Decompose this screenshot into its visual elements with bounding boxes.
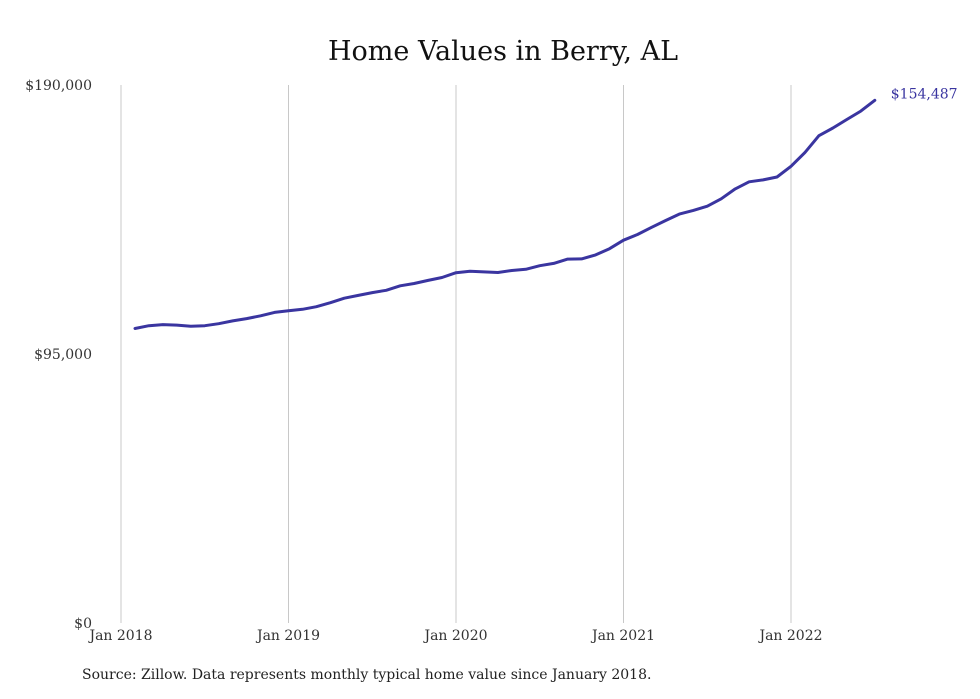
chart-title: Home Values in Berry, AL: [328, 36, 678, 67]
series-group: $154,487: [133, 86, 958, 330]
x-tick-label: Jan 2019: [255, 628, 320, 644]
y-tick-label: $190,000: [25, 78, 92, 94]
y-tick-label: $95,000: [34, 347, 92, 363]
y-tick-label: $0: [74, 616, 92, 632]
x-axis-ticks: Jan 2018 Jan 2019 Jan 2020 Jan 2021 Jan 2022: [87, 628, 822, 644]
y-axis-ticks: $0 $95,000 $190,000: [25, 78, 92, 632]
x-tick-label: Jan 2021: [590, 628, 655, 644]
x-tick-label: Jan 2018: [87, 628, 152, 644]
series-line: [133, 98, 877, 330]
gridlines: [120, 85, 792, 623]
end-value-label: $154,487: [891, 86, 958, 102]
source-note: Source: Zillow. Data represents monthly …: [82, 667, 652, 683]
x-tick-label: Jan 2020: [422, 628, 487, 644]
x-tick-label: Jan 2022: [757, 628, 822, 644]
